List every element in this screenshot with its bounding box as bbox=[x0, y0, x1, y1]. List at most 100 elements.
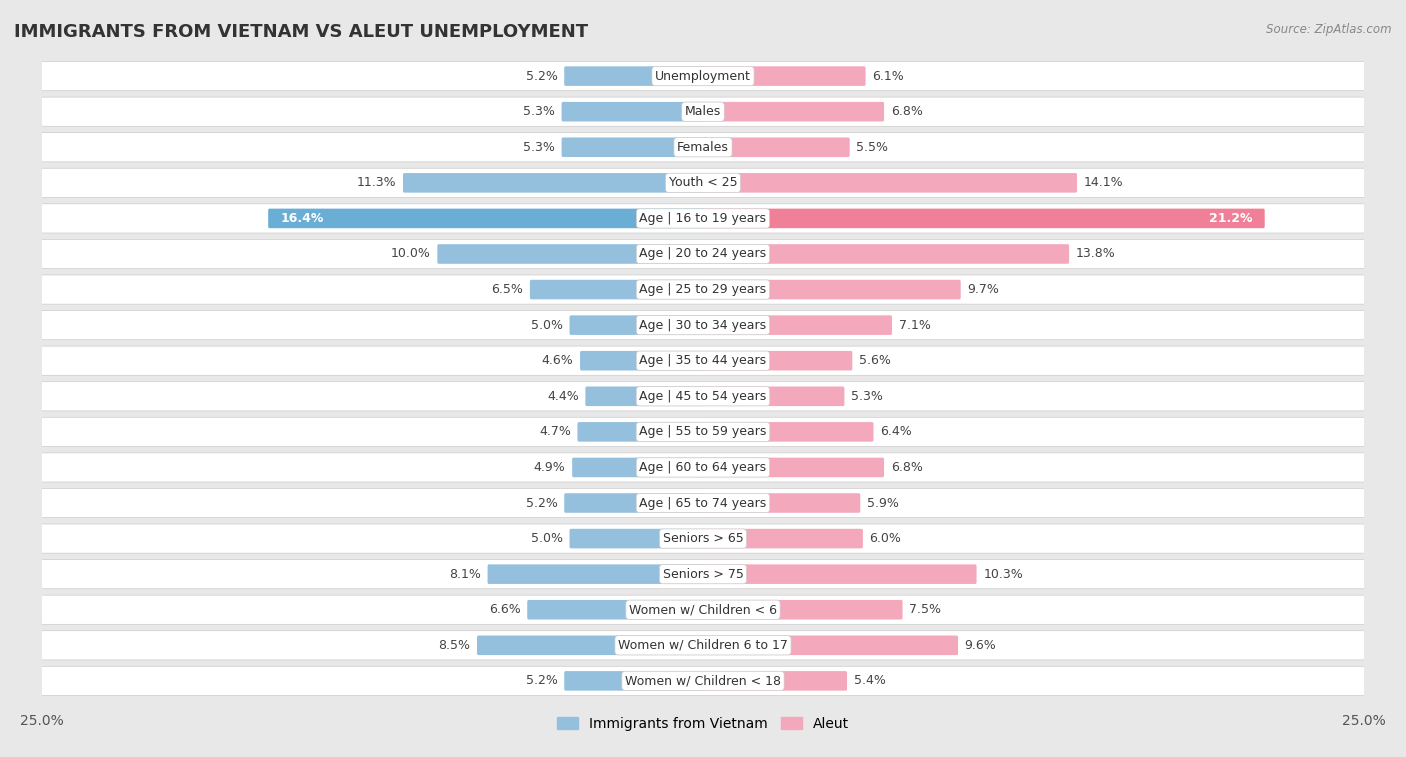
Text: 5.2%: 5.2% bbox=[526, 70, 558, 83]
Text: 6.0%: 6.0% bbox=[869, 532, 901, 545]
FancyBboxPatch shape bbox=[702, 138, 849, 157]
Text: 5.3%: 5.3% bbox=[523, 105, 555, 118]
Text: 5.6%: 5.6% bbox=[859, 354, 891, 367]
FancyBboxPatch shape bbox=[581, 351, 704, 370]
FancyBboxPatch shape bbox=[569, 529, 704, 548]
FancyBboxPatch shape bbox=[564, 494, 704, 512]
FancyBboxPatch shape bbox=[702, 387, 845, 406]
FancyBboxPatch shape bbox=[585, 387, 704, 406]
Text: 6.6%: 6.6% bbox=[489, 603, 520, 616]
Text: 5.3%: 5.3% bbox=[523, 141, 555, 154]
Text: Women w/ Children 6 to 17: Women w/ Children 6 to 17 bbox=[619, 639, 787, 652]
FancyBboxPatch shape bbox=[564, 671, 704, 690]
Text: Seniors > 75: Seniors > 75 bbox=[662, 568, 744, 581]
Legend: Immigrants from Vietnam, Aleut: Immigrants from Vietnam, Aleut bbox=[551, 711, 855, 736]
Text: 21.2%: 21.2% bbox=[1209, 212, 1253, 225]
FancyBboxPatch shape bbox=[42, 559, 1364, 589]
Text: 13.8%: 13.8% bbox=[1076, 248, 1115, 260]
Text: 6.8%: 6.8% bbox=[890, 105, 922, 118]
FancyBboxPatch shape bbox=[702, 102, 884, 121]
Text: 16.4%: 16.4% bbox=[280, 212, 323, 225]
FancyBboxPatch shape bbox=[530, 280, 704, 299]
FancyBboxPatch shape bbox=[42, 97, 1364, 126]
FancyBboxPatch shape bbox=[702, 458, 884, 477]
FancyBboxPatch shape bbox=[578, 422, 704, 441]
Text: 4.7%: 4.7% bbox=[538, 425, 571, 438]
FancyBboxPatch shape bbox=[527, 600, 704, 619]
FancyBboxPatch shape bbox=[42, 310, 1364, 340]
FancyBboxPatch shape bbox=[702, 209, 1264, 228]
Text: 7.1%: 7.1% bbox=[898, 319, 931, 332]
FancyBboxPatch shape bbox=[42, 61, 1364, 91]
Text: Age | 35 to 44 years: Age | 35 to 44 years bbox=[640, 354, 766, 367]
FancyBboxPatch shape bbox=[488, 565, 704, 584]
Text: 5.9%: 5.9% bbox=[868, 497, 898, 509]
Text: 5.4%: 5.4% bbox=[853, 674, 886, 687]
Text: 8.5%: 8.5% bbox=[439, 639, 471, 652]
FancyBboxPatch shape bbox=[42, 168, 1364, 198]
FancyBboxPatch shape bbox=[702, 351, 852, 370]
FancyBboxPatch shape bbox=[42, 275, 1364, 304]
Text: Age | 30 to 34 years: Age | 30 to 34 years bbox=[640, 319, 766, 332]
Text: 14.1%: 14.1% bbox=[1084, 176, 1123, 189]
Text: Age | 16 to 19 years: Age | 16 to 19 years bbox=[640, 212, 766, 225]
Text: 6.5%: 6.5% bbox=[491, 283, 523, 296]
FancyBboxPatch shape bbox=[269, 209, 704, 228]
FancyBboxPatch shape bbox=[477, 636, 704, 655]
FancyBboxPatch shape bbox=[702, 529, 863, 548]
FancyBboxPatch shape bbox=[42, 666, 1364, 696]
FancyBboxPatch shape bbox=[404, 173, 704, 192]
FancyBboxPatch shape bbox=[702, 173, 1077, 192]
Text: 7.5%: 7.5% bbox=[910, 603, 941, 616]
Text: Age | 45 to 54 years: Age | 45 to 54 years bbox=[640, 390, 766, 403]
Text: 9.7%: 9.7% bbox=[967, 283, 1000, 296]
FancyBboxPatch shape bbox=[42, 346, 1364, 375]
Text: 5.0%: 5.0% bbox=[531, 319, 562, 332]
FancyBboxPatch shape bbox=[42, 631, 1364, 660]
FancyBboxPatch shape bbox=[437, 245, 704, 263]
Text: 10.3%: 10.3% bbox=[983, 568, 1024, 581]
FancyBboxPatch shape bbox=[702, 316, 891, 335]
FancyBboxPatch shape bbox=[702, 67, 866, 86]
Text: 4.4%: 4.4% bbox=[547, 390, 579, 403]
Text: 11.3%: 11.3% bbox=[357, 176, 396, 189]
Text: Age | 60 to 64 years: Age | 60 to 64 years bbox=[640, 461, 766, 474]
Text: 6.8%: 6.8% bbox=[890, 461, 922, 474]
FancyBboxPatch shape bbox=[42, 382, 1364, 411]
Text: Youth < 25: Youth < 25 bbox=[669, 176, 737, 189]
FancyBboxPatch shape bbox=[561, 138, 704, 157]
Text: 5.3%: 5.3% bbox=[851, 390, 883, 403]
Text: Age | 20 to 24 years: Age | 20 to 24 years bbox=[640, 248, 766, 260]
Text: 4.6%: 4.6% bbox=[541, 354, 574, 367]
Text: 10.0%: 10.0% bbox=[391, 248, 430, 260]
FancyBboxPatch shape bbox=[42, 524, 1364, 553]
FancyBboxPatch shape bbox=[42, 239, 1364, 269]
Text: Unemployment: Unemployment bbox=[655, 70, 751, 83]
FancyBboxPatch shape bbox=[42, 453, 1364, 482]
FancyBboxPatch shape bbox=[702, 422, 873, 441]
Text: 5.5%: 5.5% bbox=[856, 141, 889, 154]
Text: 6.4%: 6.4% bbox=[880, 425, 912, 438]
FancyBboxPatch shape bbox=[702, 280, 960, 299]
FancyBboxPatch shape bbox=[702, 245, 1069, 263]
Text: 4.9%: 4.9% bbox=[534, 461, 565, 474]
Text: 5.2%: 5.2% bbox=[526, 674, 558, 687]
FancyBboxPatch shape bbox=[42, 204, 1364, 233]
Text: Seniors > 65: Seniors > 65 bbox=[662, 532, 744, 545]
Text: Age | 55 to 59 years: Age | 55 to 59 years bbox=[640, 425, 766, 438]
Text: Males: Males bbox=[685, 105, 721, 118]
FancyBboxPatch shape bbox=[564, 67, 704, 86]
Text: 5.0%: 5.0% bbox=[531, 532, 562, 545]
FancyBboxPatch shape bbox=[702, 671, 846, 690]
Text: Women w/ Children < 6: Women w/ Children < 6 bbox=[628, 603, 778, 616]
FancyBboxPatch shape bbox=[42, 132, 1364, 162]
FancyBboxPatch shape bbox=[569, 316, 704, 335]
Text: Source: ZipAtlas.com: Source: ZipAtlas.com bbox=[1267, 23, 1392, 36]
Text: 8.1%: 8.1% bbox=[449, 568, 481, 581]
FancyBboxPatch shape bbox=[561, 102, 704, 121]
FancyBboxPatch shape bbox=[572, 458, 704, 477]
FancyBboxPatch shape bbox=[42, 595, 1364, 625]
FancyBboxPatch shape bbox=[42, 488, 1364, 518]
FancyBboxPatch shape bbox=[702, 494, 860, 512]
FancyBboxPatch shape bbox=[702, 636, 957, 655]
